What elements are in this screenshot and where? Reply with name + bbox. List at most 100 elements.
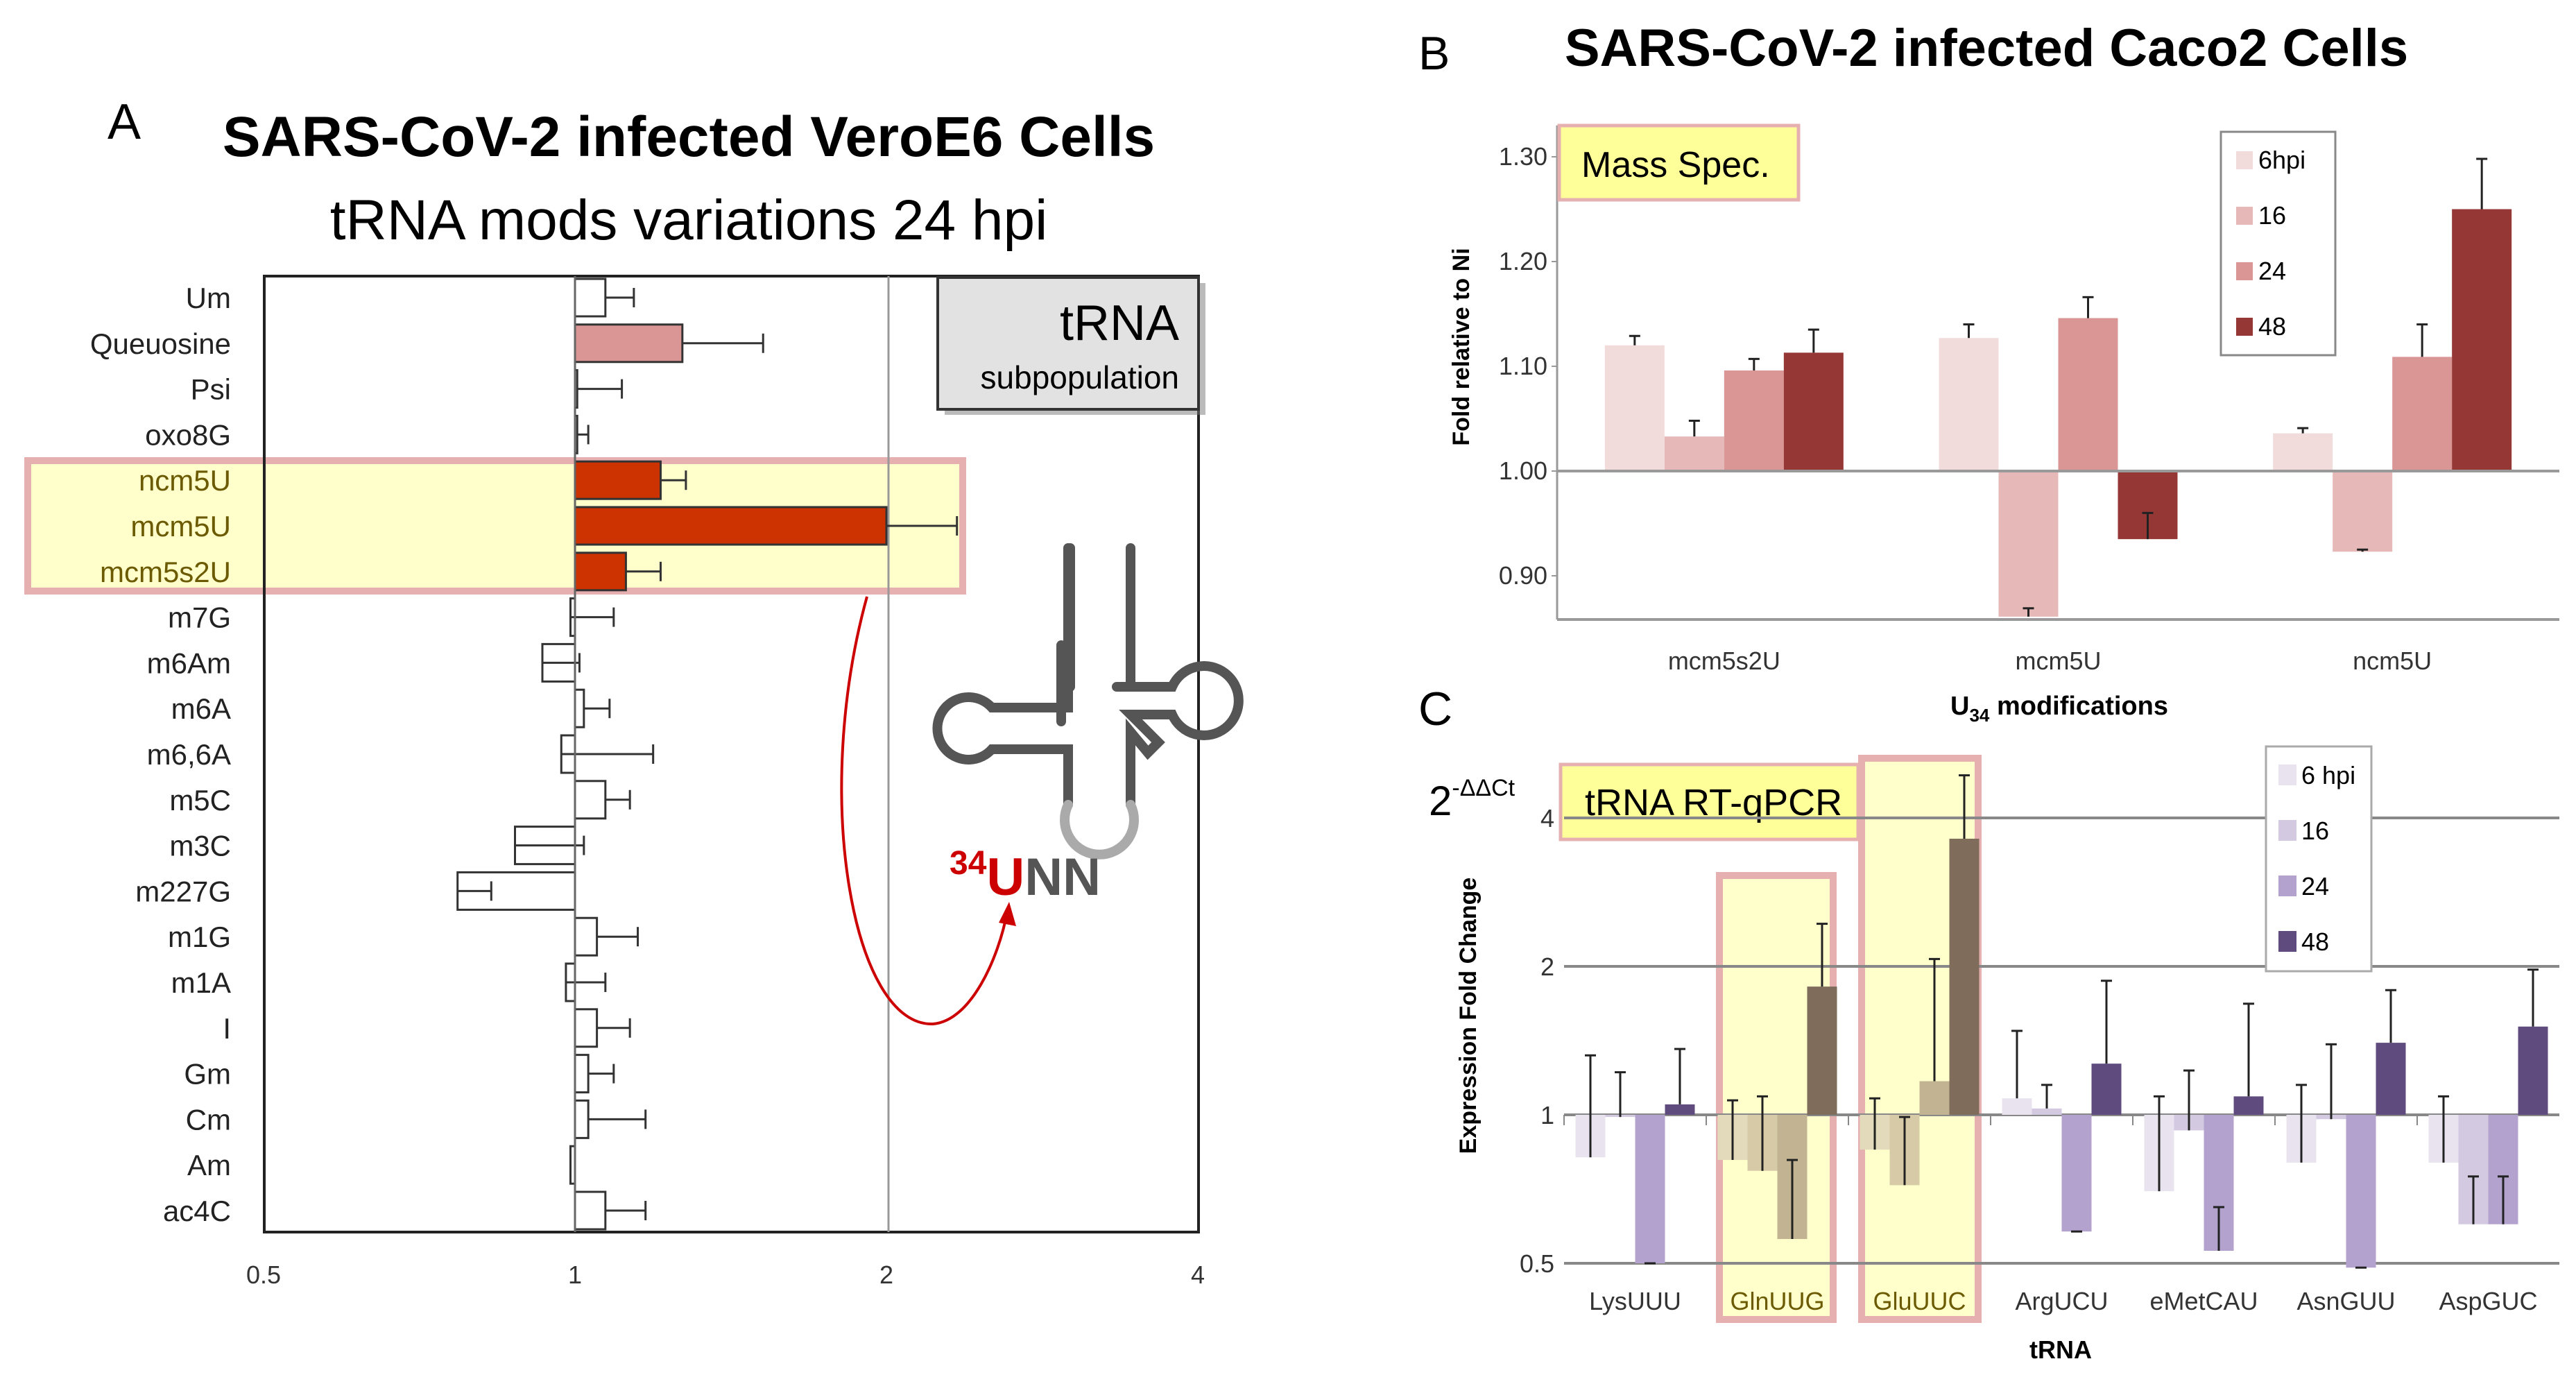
anticodon-nn: NN — [1024, 848, 1101, 907]
legend-swatch-24 — [2236, 262, 2253, 280]
panel-b-title: SARS-CoV-2 infected Caco2 Cells — [1565, 19, 2408, 78]
bar-mcm5s2U-16 — [1664, 436, 1724, 471]
row-label-mcm5s2U: mcm5s2U — [100, 556, 231, 588]
y-tick-label: 0.5 — [1520, 1249, 1554, 1278]
legend-label-48: 48 — [2258, 312, 2286, 341]
x-tick-label: AspGUC — [2439, 1287, 2537, 1315]
bar-LysUUU-48 — [1665, 1104, 1695, 1115]
x-tick-label: ArgUCU — [2015, 1287, 2108, 1315]
y-tick-label: 0.90 — [1499, 561, 1547, 590]
row-label-Cm: Cm — [186, 1103, 231, 1136]
x-tick-label: mcm5U — [2016, 647, 2102, 675]
mass-spec-box — [1557, 123, 1801, 202]
row-label-Queuosine: Queuosine — [90, 327, 231, 360]
panel-b-ylabel: Fold relative to Ni — [1448, 248, 1475, 445]
x-tick-label: 4 — [1191, 1261, 1205, 1289]
legend-label-24: 24 — [2258, 257, 2286, 285]
row-label-Gm: Gm — [184, 1058, 231, 1091]
x-tick-label: LysUUU — [1589, 1287, 1681, 1315]
bar-Gm — [574, 1054, 590, 1094]
bar-AspGUC-48 — [2518, 1026, 2548, 1115]
bar-ac4C — [574, 1190, 607, 1231]
row-label-m6A: m6A — [171, 692, 231, 725]
panel-a-subtitle: tRNA mods variations 24 hpi — [330, 189, 1048, 252]
bar-mcm5U — [574, 506, 888, 546]
trna-box-subtitle: subpopulation — [981, 359, 1179, 395]
panel-c-ylabel: Expression Fold Change — [1455, 878, 1482, 1154]
anticodon-u34: U — [986, 848, 1024, 907]
y-tick-label: 1.30 — [1499, 142, 1547, 171]
legend-swatch-48 — [2236, 318, 2253, 336]
bar-AsnGUU-48 — [2376, 1043, 2406, 1115]
mass-spec-label: Mass Spec. — [1581, 145, 1770, 185]
x-tick-label: 2 — [879, 1261, 893, 1289]
bar-GlnUUG-48 — [1807, 986, 1837, 1115]
bar-mcm5s2U-48 — [1783, 352, 1844, 471]
row-label-ncm5U: ncm5U — [139, 464, 231, 497]
bar-mcm5U-16 — [1998, 471, 2059, 617]
panel-b: B SARS-CoV-2 infected Caco2 Cells 0.90 1.… — [1418, 19, 2559, 726]
row-label-I: I — [223, 1012, 231, 1045]
x-tick-label: eMetCAU — [2149, 1287, 2258, 1315]
row-label-Am: Am — [187, 1149, 231, 1181]
legend-swatch-16 — [2236, 207, 2253, 225]
row-label-m1A: m1A — [171, 966, 231, 999]
panel-a: A SARS-CoV-2 infected VeroE6 Cells tRNA … — [24, 94, 1244, 1289]
bar-Um — [574, 277, 607, 318]
plot-frame-a — [263, 275, 1200, 1233]
bar-ArgUCU-48 — [2091, 1063, 2122, 1115]
legend-swatch-6 hpi — [2278, 764, 2296, 785]
bar-m6A — [574, 688, 585, 728]
legend-swatch-48 — [2278, 931, 2296, 952]
legend-label-48: 48 — [2301, 928, 2329, 956]
x-tick-label: mcm5s2U — [1668, 647, 1780, 675]
legend-label-6hpi: 6hpi — [2258, 146, 2305, 174]
panel-a-letter: A — [108, 94, 141, 150]
y-tick-label: 1.10 — [1499, 352, 1547, 380]
bar-ArgUCU-6 hpi — [2002, 1098, 2032, 1115]
row-label-mcm5U: mcm5U — [130, 510, 231, 543]
panel-c-letter: C — [1418, 683, 1452, 735]
row-label-m5C: m5C — [169, 784, 231, 817]
x-tick-label: ncm5U — [2353, 647, 2432, 675]
bar-ncm5U-24 — [2392, 357, 2453, 471]
bar-I — [574, 1008, 599, 1048]
legend-label-16: 16 — [2301, 817, 2329, 845]
legend-label-16: 16 — [2258, 201, 2286, 230]
bar-GluUUC-24 — [1919, 1081, 1950, 1115]
y-tick-label: 2 — [1540, 952, 1554, 981]
row-label-m7G: m7G — [168, 601, 231, 634]
bar-ncm5U — [574, 460, 662, 500]
rt-qpcr-box — [1559, 762, 1860, 841]
trna-cloverleaf-icon — [932, 543, 1244, 860]
bar-Cm — [574, 1099, 590, 1139]
bar-ArgUCU-16 — [2032, 1108, 2062, 1115]
bar-m5C — [574, 780, 607, 820]
x-tick-label: AsnGUU — [2296, 1287, 2395, 1315]
panel-c-ytitle: 2-ΔΔCt — [1429, 775, 1515, 824]
row-label-m3C: m3C — [169, 830, 231, 862]
bar-eMetCAU-48 — [2233, 1096, 2264, 1115]
x-tick-label: 0.5 — [246, 1261, 281, 1289]
anticodon-position: 34 — [950, 845, 987, 882]
bar-ArgUCU-24 — [2061, 1115, 2092, 1232]
legend-swatch-24 — [2278, 875, 2296, 896]
legend-swatch-6hpi — [2236, 151, 2253, 169]
row-label-Psi: Psi — [191, 373, 231, 406]
panel-a-title: SARS-CoV-2 infected VeroE6 Cells — [223, 105, 1155, 169]
bar-mcm5U-24 — [2058, 318, 2118, 471]
bar-LysUUU-24 — [1635, 1115, 1665, 1263]
bar-mcm5s2U — [574, 552, 627, 592]
y-tick-label: 4 — [1540, 804, 1554, 832]
row-label-oxo8G: oxo8G — [145, 418, 231, 451]
panel-c-xlabel: tRNA — [2029, 1335, 2092, 1364]
y-tick-label: 1.20 — [1499, 247, 1547, 275]
x-tick-label: GluUUC — [1873, 1287, 1966, 1315]
legend-swatch-16 — [2278, 820, 2296, 841]
row-label-ac4C: ac4C — [163, 1195, 231, 1227]
trna-box-title: tRNA — [1060, 296, 1179, 351]
row-label-m6,6A: m6,6A — [147, 738, 231, 771]
legend-label-24: 24 — [2301, 872, 2329, 900]
